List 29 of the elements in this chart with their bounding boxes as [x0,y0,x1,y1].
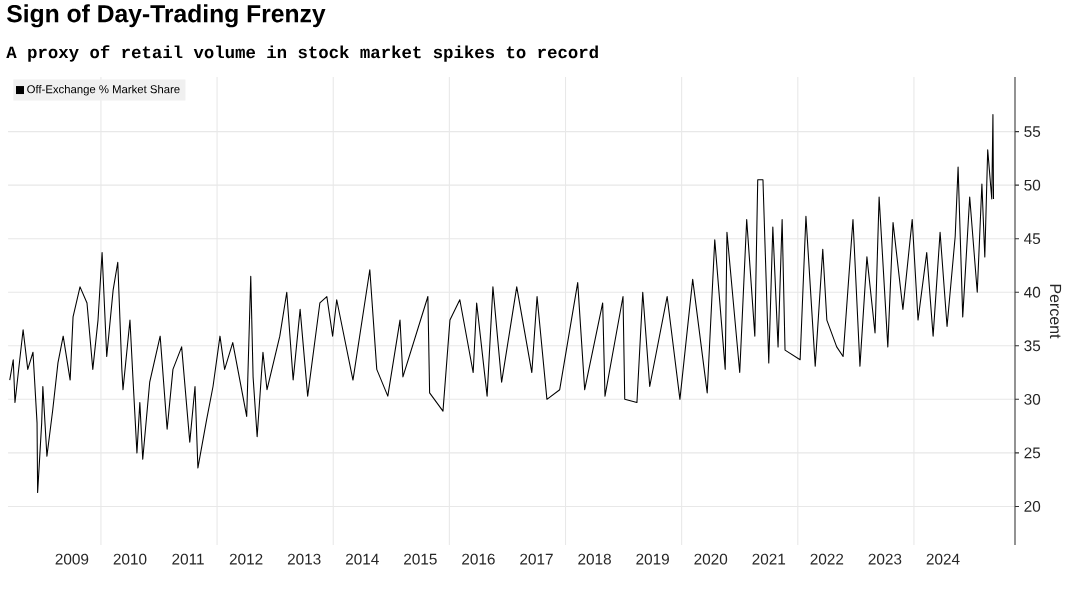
line-series [9,113,995,494]
x-tick-label: 2009 [55,553,89,565]
y-tick-label: 55 [1024,126,1041,137]
y-tick-label: 45 [1024,233,1041,245]
x-tick-label: 2015 [404,553,437,565]
x-tick-label: 2011 [172,553,204,565]
y-axis-title: Percent [1049,284,1062,339]
x-tick-label: 2012 [229,553,263,565]
x-tick-label: 2016 [462,553,495,565]
y-tick-label: 35 [1024,340,1041,352]
y-tick-label: 50 [1024,179,1041,191]
x-tick-label: 2023 [868,553,902,565]
chart-subtitle: A proxy of retail volume in stock market spikes to record [6,45,598,62]
y-tick-label: 20 [1024,501,1041,512]
y-tick-label: 40 [1024,286,1041,298]
x-tick-label: 2020 [694,553,728,565]
legend-label: Off-Exchange % Market Share [27,84,180,96]
x-tick-label: 2014 [345,553,379,565]
chart-title: Sign of Day-Trading Frenzy [6,4,326,28]
y-tick-label: 30 [1024,393,1041,405]
x-tick-label: 2021 [752,553,786,565]
x-tick-label: 2022 [810,553,844,565]
y-tick-label: 25 [1024,447,1041,459]
x-tick-label: 2010 [113,553,147,565]
x-tick-label: 2017 [520,553,553,565]
x-tick-label: 2018 [578,553,611,565]
x-tick-label: 2013 [287,553,321,565]
x-tick-label: 2024 [926,553,960,565]
x-tick-label: 2019 [636,553,669,565]
